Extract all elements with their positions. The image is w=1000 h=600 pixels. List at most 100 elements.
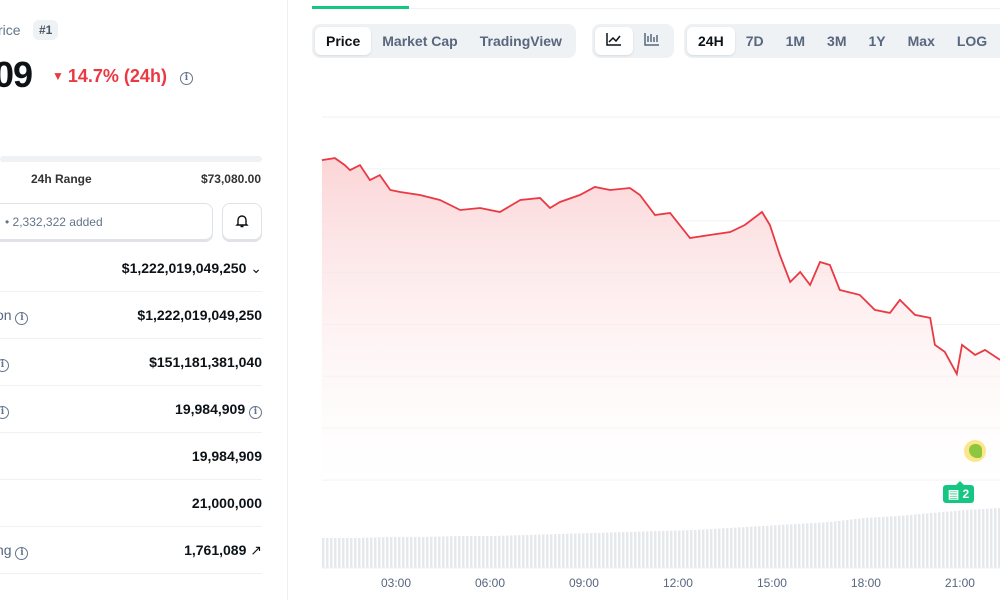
timeframe-group: 24H 7D 1M 3M 1Y Max LOG [684,24,1000,58]
timeframe-1y[interactable]: 1Y [868,33,886,49]
volume-bar [882,516,885,568]
volume-bar [502,535,505,568]
volume-bar [346,538,349,568]
volume-bar [842,520,845,568]
volume-bar [342,538,345,568]
stat-value: 19,984,909 i [175,401,262,419]
volume-bar [510,535,513,568]
price-alert-button[interactable] [222,203,262,240]
coingecko-marker-icon[interactable] [964,440,986,462]
volume-bar [786,524,789,568]
x-tick-label: 12:00 [662,576,693,590]
volume-bar [730,527,733,568]
volume-bar [398,537,401,568]
volume-bar [914,514,917,568]
external-link-icon[interactable]: ↗ [250,542,262,558]
volume-bar [582,533,585,568]
volume-bar [902,515,905,568]
volume-bar [818,522,821,568]
news-badge[interactable]: ▤ 2 [943,481,974,503]
volume-bar [646,531,649,568]
volume-bar [938,512,941,568]
volume-bar [434,536,437,568]
volume-bar [506,535,509,568]
volume-bar [726,528,729,568]
tab-price[interactable]: Price [315,27,372,55]
volume-bar [490,536,493,568]
volume-bar [926,513,929,568]
volume-bar [714,528,717,568]
volume-bar [910,514,913,568]
stat-value: 21,000,000 [191,495,262,511]
timeframe-log[interactable]: LOG [956,33,988,49]
volume-bar [686,530,689,568]
volume-bar [962,510,965,568]
stat-value: $1,222,019,049,250 [137,307,262,323]
stat-row: i $151,181,381,040 [0,339,262,386]
x-tick-label: 15:00 [756,576,787,590]
volume-bar [386,537,389,568]
volume-bar [442,536,445,568]
volume-bar [862,518,865,568]
volume-bar [990,508,993,568]
timeframe-3m[interactable]: 3M [827,33,847,49]
volume-bar [762,525,765,568]
stat-row: on i $1,222,019,049,250 [0,292,262,339]
info-icon[interactable]: i [0,406,9,419]
volume-bar [622,532,625,568]
volume-bar [702,529,705,568]
volume-bar [886,516,889,568]
news-icon: ▤ [947,487,960,501]
chart-type-group [592,24,674,58]
tab-tradingview[interactable]: TradingView [479,33,562,49]
volume-bar [838,520,841,568]
volume-bar [418,537,421,568]
timeframe-24h[interactable]: 24H [687,27,735,55]
volume-bar [494,535,497,568]
volume-bar [330,538,333,568]
line-chart-button[interactable] [595,27,633,55]
info-icon[interactable]: i [179,72,193,85]
volume-bar [742,527,745,568]
volume-bar [558,534,561,568]
volume-bar [706,529,709,568]
volume-bar [334,538,337,568]
stat-row: i 19,984,909 i [0,386,262,433]
volume-bar [618,532,621,568]
volume-bar [734,527,737,568]
watchlist-button[interactable]: • 2,332,322 added [0,203,213,240]
volume-bar [710,529,713,568]
timeframe-7d[interactable]: 7D [745,33,764,49]
volume-bar [362,537,365,568]
volume-bar [906,515,909,568]
tab-market-cap[interactable]: Market Cap [382,33,458,49]
volume-bar [946,511,949,568]
volume-bar [774,525,777,568]
chevron-down-icon[interactable]: ⌄ [250,260,262,276]
volume-bar [546,534,549,568]
volume-bar [814,522,817,568]
volume-bar [554,534,557,568]
volume-bar [874,517,877,568]
timeframe-max[interactable]: Max [907,33,935,49]
volume-bar [670,530,673,568]
stat-row: $1,222,019,049,250 ⌄ [0,245,262,292]
volume-bar [598,532,601,568]
timeframe-1m[interactable]: 1M [785,33,806,49]
volume-bar [366,537,369,568]
info-icon[interactable]: i [249,406,262,419]
info-icon[interactable]: i [0,359,9,372]
info-icon[interactable]: i [15,312,29,325]
volume-bar [778,525,781,568]
volume-bar [698,529,701,568]
volume-bar [770,525,773,568]
stat-label: ng i [0,542,29,560]
volume-bar [922,513,925,568]
candlestick-button[interactable] [633,27,671,55]
volume-bar [802,523,805,568]
info-icon[interactable]: i [15,547,29,560]
active-tab-indicator [312,6,409,9]
volume-bar [830,521,833,568]
range-label: 24h Range [31,172,92,186]
stat-label: on i [0,307,29,325]
